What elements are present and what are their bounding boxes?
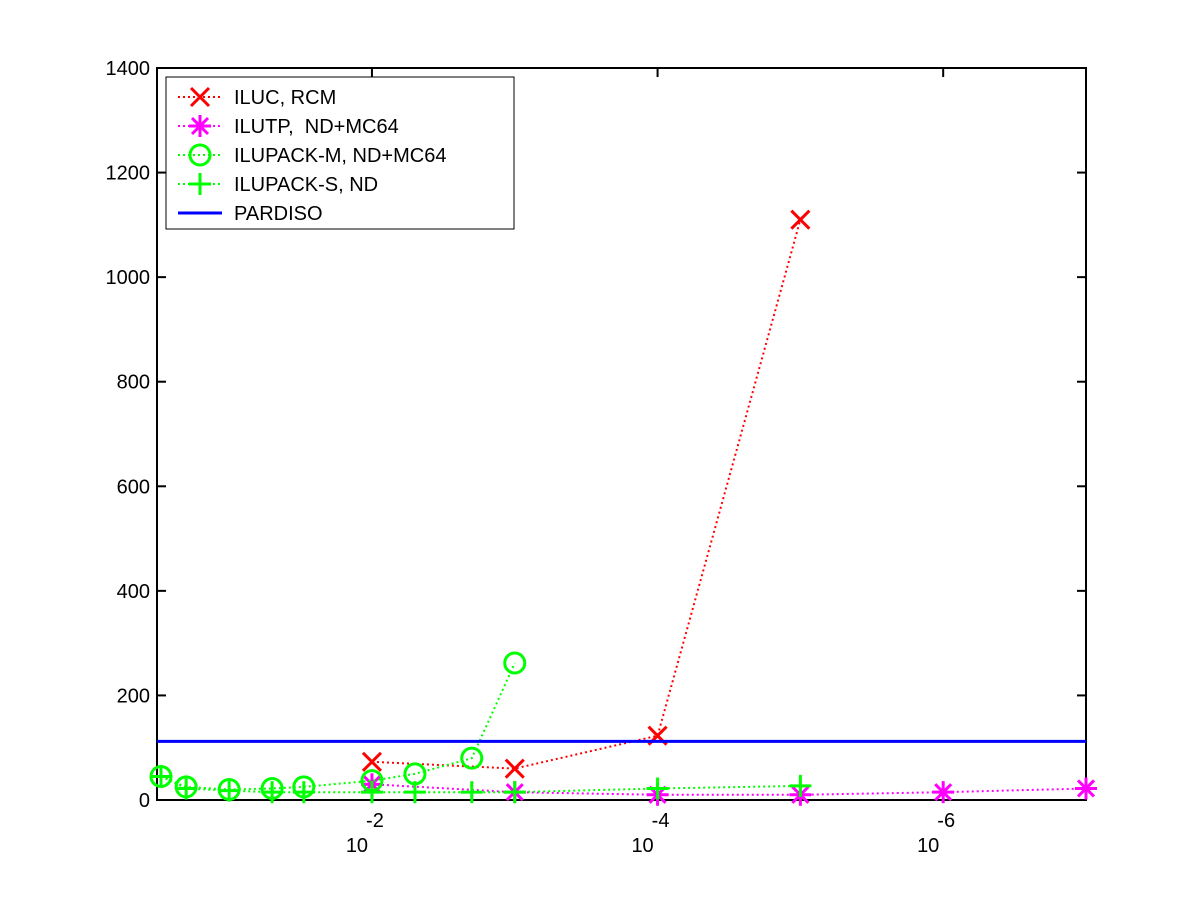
data-point — [504, 758, 525, 779]
legend-label: ILUTP, ND+MC64 — [234, 116, 399, 138]
series-line — [371, 783, 1087, 796]
legend: ILUC, RCM ILUTP, ND+MC64 ILUPACK-M, ND+MC6… — [165, 76, 515, 230]
legend-marker — [189, 86, 211, 108]
legend-marker — [188, 143, 212, 167]
x-tick-exponent: -4 — [652, 810, 670, 832]
data-point — [460, 746, 484, 770]
y-tick-label: 800 — [117, 372, 150, 394]
series-2 — [149, 651, 527, 802]
series-group — [149, 209, 1097, 806]
series-3 — [150, 765, 812, 804]
legend-label: PARDISO — [234, 203, 323, 225]
data-point — [503, 651, 527, 675]
data-point — [1076, 779, 1096, 798]
axes-ticks: 0 200 400 600 800 1000 1200 1400 -2 10 -4 10 -6 10 — [106, 58, 1086, 857]
legend-box — [165, 76, 515, 230]
data-point — [934, 783, 953, 802]
x-tick-base: 10 — [346, 835, 368, 857]
y-tick-label: 1000 — [106, 267, 151, 289]
x-tick-base: 10 — [631, 835, 653, 857]
series-line — [160, 775, 801, 794]
y-tick-label: 0 — [139, 790, 150, 812]
y-tick-label: 1200 — [106, 163, 151, 185]
y-tick-label: 400 — [117, 581, 150, 603]
data-point — [790, 209, 811, 230]
y-tick-label: 200 — [117, 685, 150, 707]
data-point — [361, 751, 383, 772]
series-line — [160, 662, 516, 791]
legend-marker — [190, 116, 210, 136]
x-tick-exponent: -2 — [366, 810, 384, 832]
y-tick-label: 1400 — [106, 58, 151, 80]
y-tick-label: 600 — [117, 476, 150, 498]
x-tick-base: 10 — [917, 835, 939, 857]
x-tick-exponent: -6 — [937, 810, 955, 832]
legend-label: ILUPACK-M, ND+MC64 — [234, 145, 446, 167]
legend-label: ILUC, RCM — [234, 87, 336, 109]
legend-label: ILUPACK-S, ND — [234, 174, 378, 196]
